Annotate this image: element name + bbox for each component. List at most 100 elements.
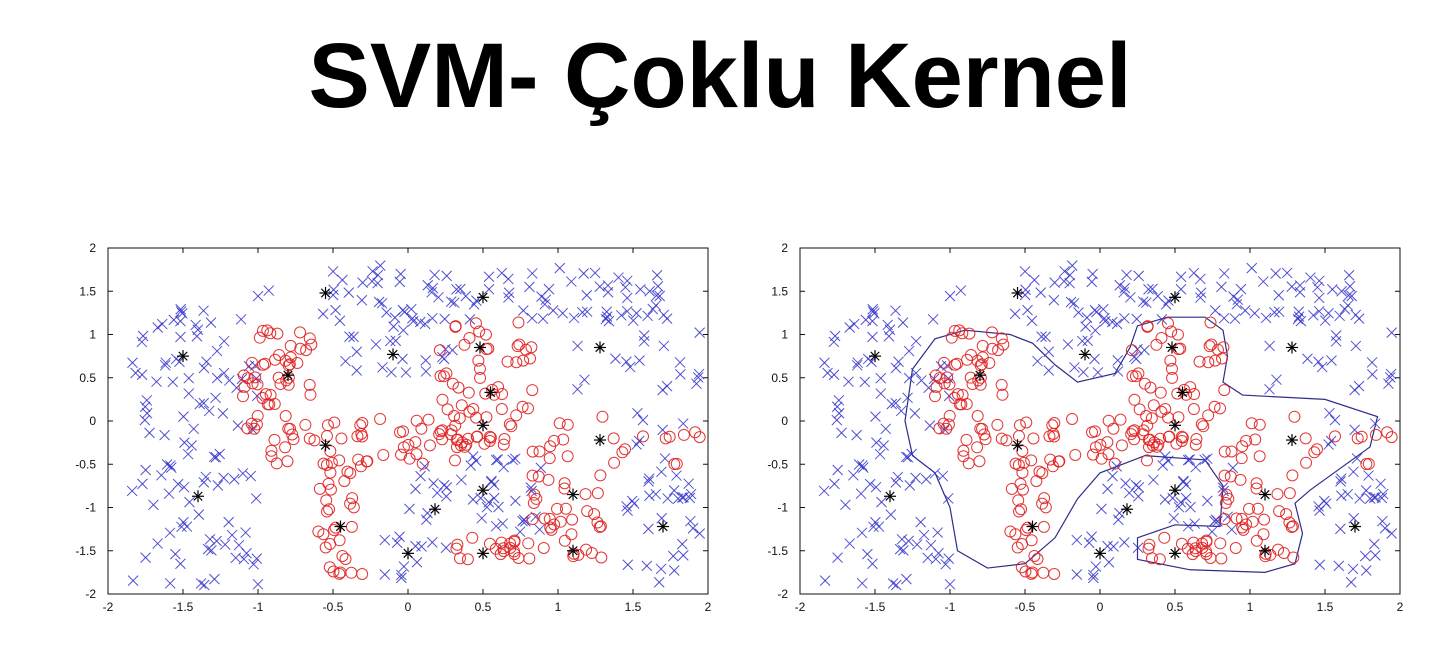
x-marker-point [1066, 260, 1078, 271]
o-marker-point [1385, 431, 1398, 444]
x-marker-point [1286, 281, 1298, 292]
y-tick-label: 0.5 [79, 371, 96, 385]
o-marker-point [581, 505, 594, 518]
x-marker-point [488, 492, 500, 504]
x-marker-point [1229, 313, 1241, 325]
o-marker-point [1237, 523, 1250, 536]
o-marker-point [452, 381, 465, 394]
x-marker-point [883, 330, 895, 342]
x-marker-point [1112, 355, 1124, 366]
o-marker-point [1250, 477, 1263, 490]
x-marker-point [517, 305, 529, 316]
x-marker-point [540, 294, 552, 306]
o-marker-point [1175, 537, 1188, 550]
o-marker-point [579, 488, 592, 501]
o-marker-point [1015, 561, 1028, 574]
x-marker-point [400, 367, 412, 378]
o-marker-point [561, 450, 574, 463]
support-vector-star [319, 286, 332, 299]
o-marker-point [1170, 437, 1183, 450]
x-marker-point [379, 534, 391, 546]
o-marker-point [533, 445, 546, 458]
o-marker-point [1012, 505, 1025, 518]
x-marker-point [677, 550, 689, 561]
x-marker-point [829, 478, 840, 490]
o-marker-point [558, 482, 571, 495]
x-marker-point [867, 331, 878, 343]
o-marker-point [594, 469, 607, 482]
x-marker-point [1232, 294, 1244, 306]
x-marker-point [391, 537, 403, 549]
o-marker-point [551, 502, 564, 515]
x-marker-point [1189, 518, 1201, 529]
x-marker-point [467, 451, 479, 462]
o-marker-point [474, 371, 487, 384]
x-tick-label: -1 [945, 600, 956, 614]
support-vector-star [177, 350, 189, 363]
x-marker-point [252, 578, 264, 590]
x-marker-point [127, 575, 139, 586]
x-tick-label: 1.5 [625, 600, 642, 614]
x-marker-point [394, 531, 405, 543]
support-vector-star [1011, 286, 1024, 299]
o-marker-point [594, 520, 607, 533]
x-marker-point [263, 285, 275, 296]
x-marker-point [1334, 310, 1346, 322]
x-marker-point [1071, 534, 1083, 546]
support-vector-star [477, 547, 489, 560]
x-marker-point [1329, 414, 1341, 426]
x-marker-point [144, 427, 155, 439]
o-marker-point [264, 327, 277, 340]
x-marker-point [238, 553, 250, 565]
o-marker-point [668, 458, 681, 471]
o-marker-point [510, 409, 523, 422]
o-marker-point [496, 388, 509, 401]
o-marker-point [1218, 469, 1231, 482]
o-marker-point [585, 547, 598, 560]
o-marker-point [1360, 458, 1373, 471]
support-vector-star [484, 386, 497, 399]
x-marker-point [426, 536, 438, 548]
x-marker-point [1058, 275, 1070, 287]
o-marker-point [355, 427, 368, 440]
o-marker-point [279, 441, 292, 454]
y-tick-label: 2 [89, 241, 96, 255]
x-marker-point [1022, 304, 1033, 316]
x-marker-point [911, 539, 923, 550]
x-marker-point [351, 365, 363, 376]
o-marker-point [1133, 403, 1146, 416]
x-tick-label: -0.5 [1015, 600, 1036, 614]
x-marker-point [867, 303, 879, 315]
o-marker-point [937, 417, 950, 430]
o-marker-point [1311, 443, 1324, 456]
x-marker-point [414, 316, 426, 328]
support-vector-star [319, 439, 332, 452]
o-marker-point [1175, 434, 1188, 447]
x-marker-point [1099, 313, 1110, 324]
o-marker-point [270, 457, 283, 470]
x-marker-point [694, 327, 706, 338]
o-marker-point [997, 338, 1010, 351]
x-marker-point [1349, 384, 1361, 396]
o-marker-point [1236, 521, 1249, 534]
x-marker-point [198, 397, 210, 409]
plot-frame [107, 247, 709, 595]
o-marker-point [1141, 320, 1154, 333]
x-marker-point [1132, 491, 1144, 502]
x-marker-point [547, 305, 559, 316]
x-marker-point [932, 527, 943, 538]
o-marker-point [403, 452, 416, 465]
o-marker-point [1114, 413, 1127, 426]
x-marker-point [851, 359, 863, 371]
x-marker-point [140, 552, 151, 563]
support-vector-star [594, 434, 606, 447]
x-marker-point [1071, 569, 1083, 580]
x-marker-point [691, 378, 702, 390]
o-marker-point [1225, 445, 1238, 458]
o-marker-point [566, 513, 579, 526]
x-marker-point [1185, 501, 1196, 513]
x-marker-point [1026, 315, 1038, 327]
x-marker-point [483, 283, 495, 295]
support-vector-star [1286, 434, 1298, 447]
o-marker-point [1027, 432, 1040, 445]
